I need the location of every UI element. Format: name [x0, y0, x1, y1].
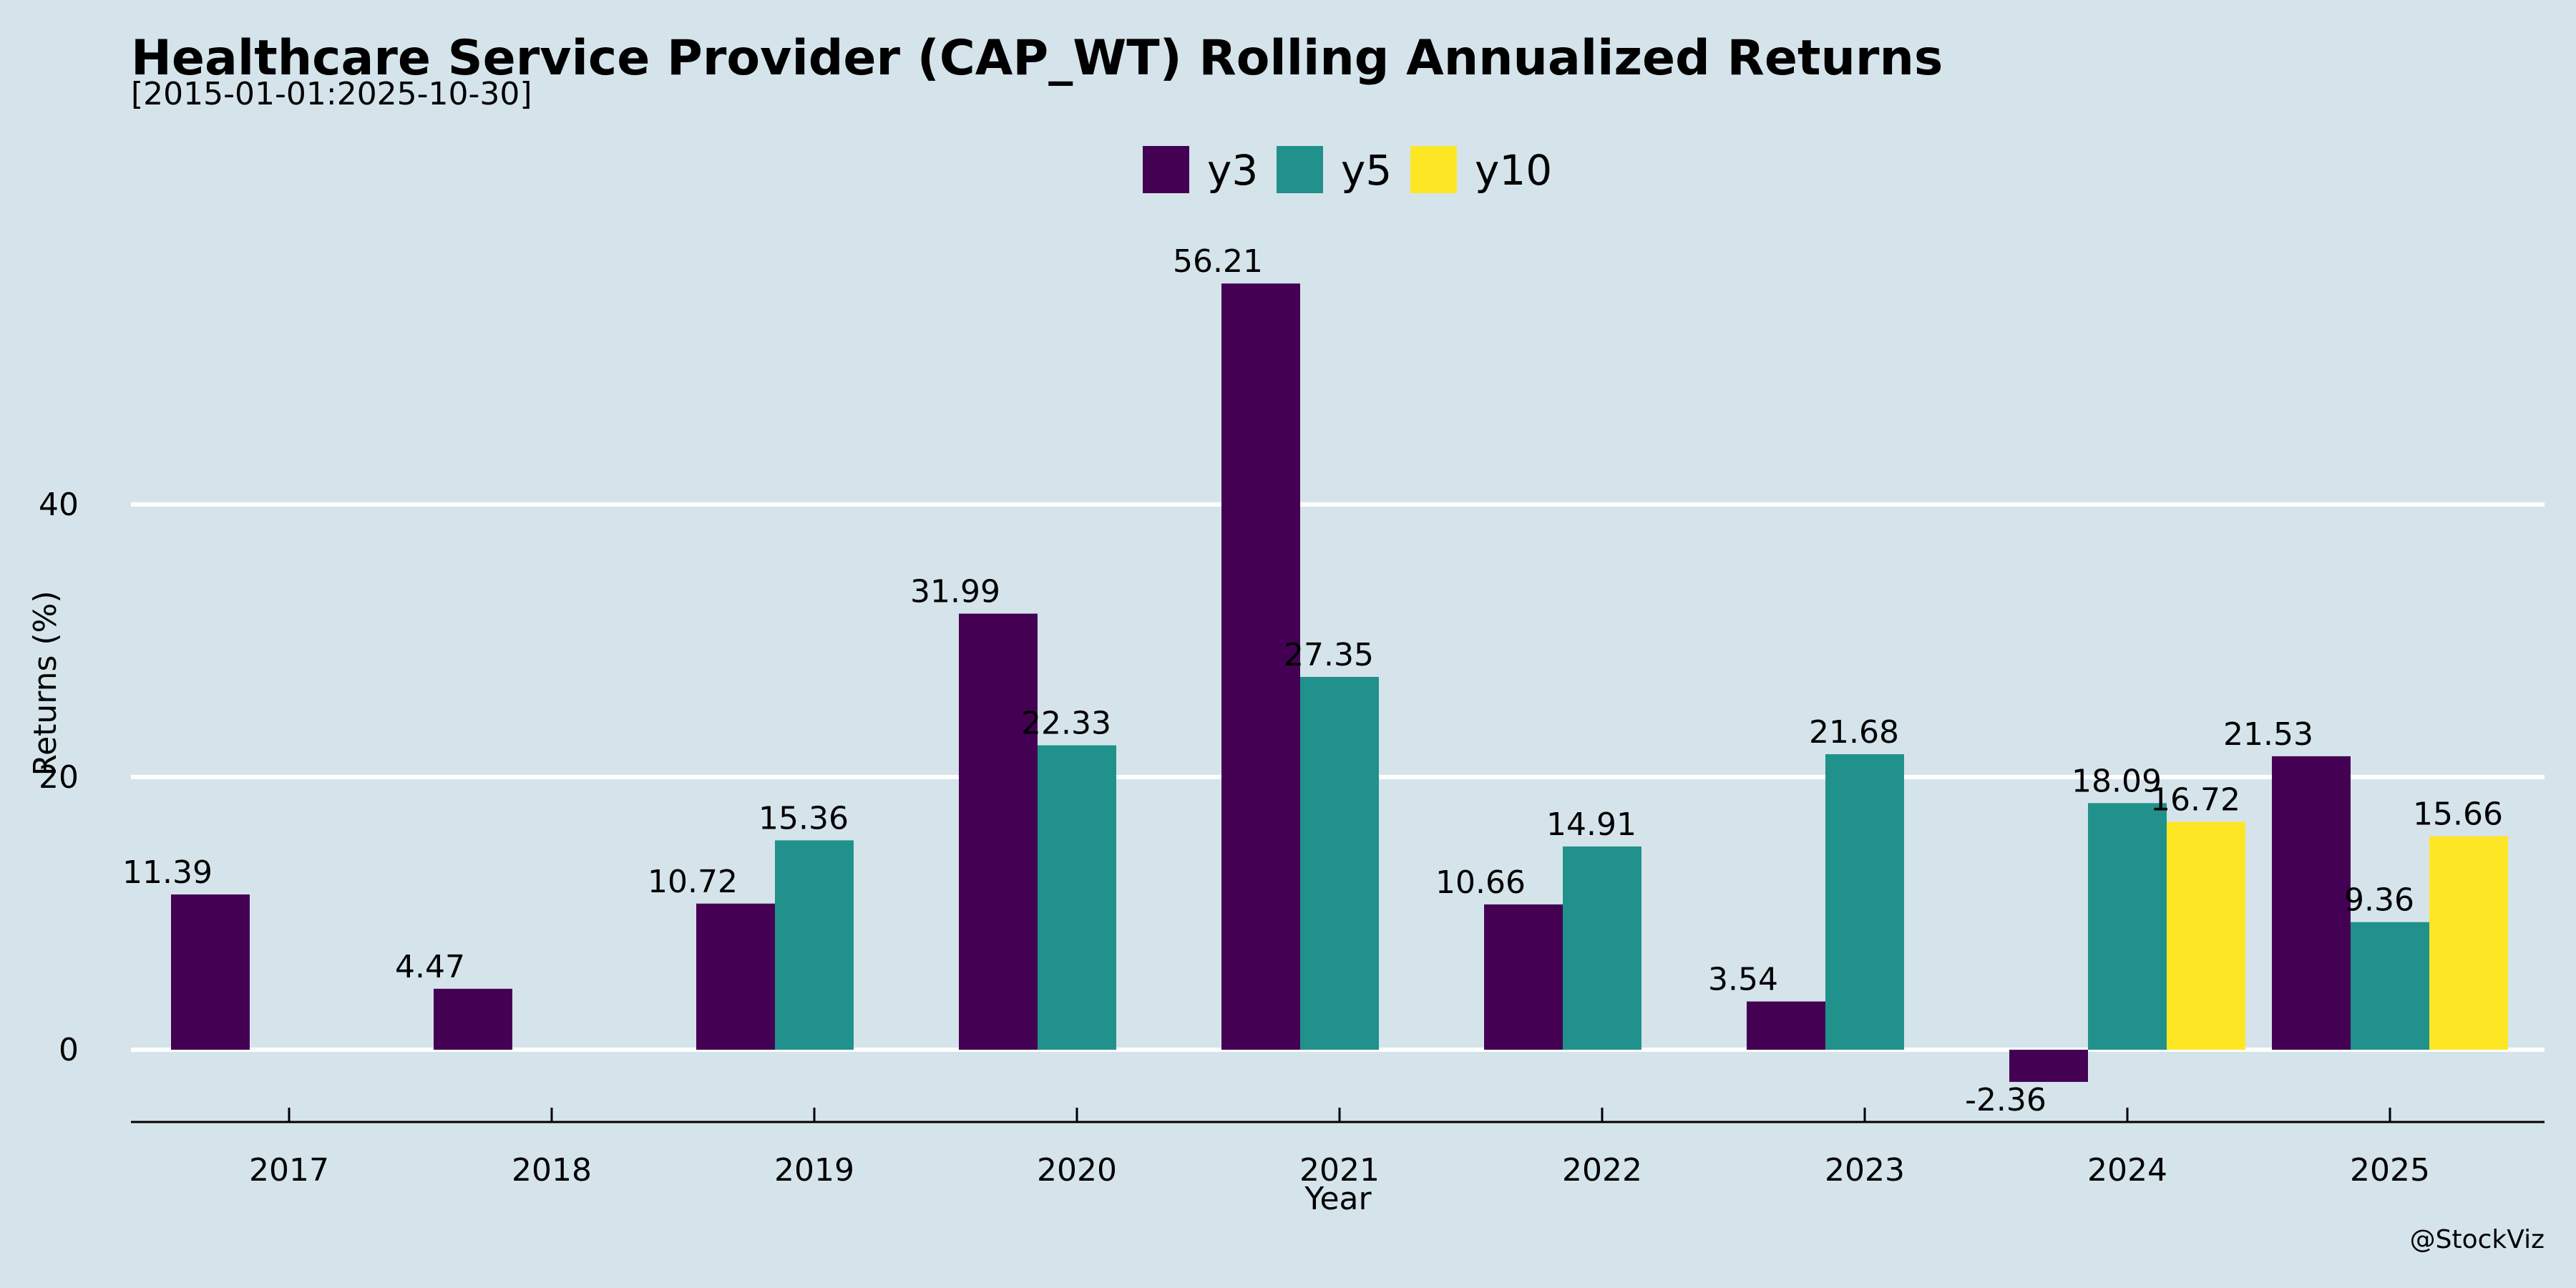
x-axis-label: Year [1304, 1181, 1372, 1217]
bars [171, 283, 2508, 1082]
data-label-y5-2023: 21.68 [1809, 714, 1899, 751]
x-tick-label: 2018 [512, 1152, 592, 1189]
data-label-y5-2019: 15.36 [758, 800, 849, 836]
legend-label: y5 [1341, 146, 1392, 195]
y-tick-label: 0 [59, 1032, 79, 1068]
data-label-y3-2025: 21.53 [2223, 716, 2313, 753]
bar-y3-2019 [696, 903, 775, 1050]
chart-title: Healthcare Service Provider (CAP_WT) Rol… [131, 30, 1943, 87]
legend-item-y3: y3 [1143, 146, 1258, 195]
data-label-y5-2024: 18.09 [2072, 763, 2162, 799]
bar-y3-2023 [1747, 1001, 1825, 1050]
data-label-y3-2017: 11.39 [122, 854, 213, 891]
legend-label: y3 [1207, 146, 1258, 195]
data-label-y5-2022: 14.91 [1546, 806, 1636, 843]
x-tick-label: 2022 [1562, 1152, 1642, 1189]
x-tick-label: 2019 [774, 1152, 854, 1189]
bar-y3-2020 [959, 613, 1038, 1050]
bar-y10-2024 [2167, 821, 2245, 1050]
x-tick-label: 2023 [1825, 1152, 1905, 1189]
data-label-y3-2020: 31.99 [910, 574, 1000, 610]
bar-y3-2021 [1221, 283, 1300, 1050]
data-label-y3-2021: 56.21 [1173, 243, 1263, 280]
bar-y3-2025 [2272, 756, 2351, 1050]
data-label-y5-2020: 22.33 [1021, 706, 1111, 742]
bar-y10-2025 [2429, 836, 2508, 1050]
y-tick-label: 20 [39, 759, 79, 796]
bar-y3-2017 [171, 894, 250, 1050]
x-tick-label: 2017 [249, 1152, 329, 1189]
x-axis: 2017 2018 2019 2020 2021 2022 2023 2024 2025 [131, 1107, 2545, 1189]
legend-swatch [1143, 146, 1189, 193]
data-label-y3-2024: -2.36 [1965, 1082, 2046, 1118]
data-label-y3-2019: 10.72 [648, 864, 738, 900]
legend-label: y10 [1475, 146, 1552, 195]
data-label-y3-2022: 10.66 [1435, 864, 1526, 901]
bar-y3-2022 [1484, 904, 1563, 1050]
x-tick-label: 2024 [2087, 1152, 2167, 1189]
bar-y5-2020 [1038, 745, 1116, 1050]
bar-y5-2019 [775, 840, 854, 1050]
data-label-y5-2021: 27.35 [1284, 637, 1374, 673]
credit-text: @StockViz [2410, 1225, 2545, 1254]
y-axis: 0 20 40 [39, 487, 79, 1068]
x-tick-label: 2021 [1299, 1152, 1380, 1189]
data-label-y3-2018: 4.47 [395, 949, 465, 985]
legend: y3 y5 y10 [1143, 146, 1552, 195]
y-axis-label: Returns (%) [27, 590, 64, 776]
data-labels: 11.39 4.47 10.72 15.36 31.99 22.33 56.21 27.35 1… [122, 243, 2503, 1118]
x-tick-label: 2025 [2350, 1152, 2430, 1189]
data-label-y10-2025: 15.66 [2413, 796, 2503, 833]
x-tick-label: 2020 [1037, 1152, 1117, 1189]
legend-item-y10: y10 [1410, 146, 1552, 195]
data-label-y10-2024: 16.72 [2150, 781, 2240, 818]
bar-y5-2024 [2088, 803, 2167, 1050]
data-label-y5-2025: 9.36 [2344, 882, 2414, 919]
bar-y5-2021 [1300, 676, 1379, 1050]
bar-y5-2025 [2351, 922, 2429, 1050]
bar-y5-2023 [1825, 753, 1904, 1050]
legend-swatch [1277, 146, 1323, 193]
data-label-y3-2023: 3.54 [1708, 962, 1778, 998]
chart-subtitle: [2015-01-01:2025-10-30] [131, 76, 532, 112]
legend-swatch [1410, 146, 1457, 193]
bar-y3-2018 [434, 988, 512, 1050]
legend-item-y5: y5 [1277, 146, 1392, 195]
bar-y3-2024 [2009, 1050, 2088, 1082]
bar-y5-2022 [1563, 846, 1641, 1050]
y-tick-label: 40 [39, 487, 79, 523]
